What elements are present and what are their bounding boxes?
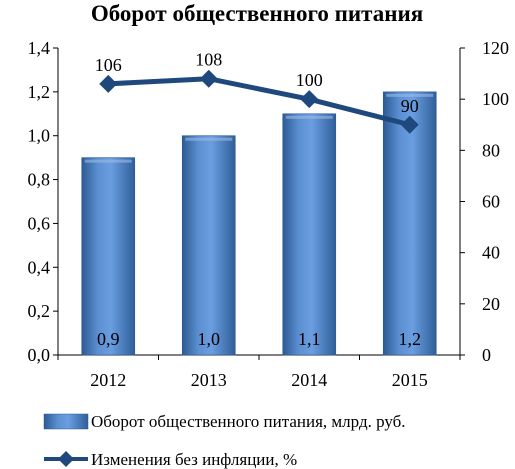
bar [282, 113, 337, 356]
y-right-tick-label: 60 [482, 192, 500, 212]
y-left-tick-label: 1,4 [28, 38, 51, 58]
legend: Оборот общественного питания, млрд. руб.… [43, 412, 406, 469]
bar-value-label: 1,2 [399, 329, 422, 349]
bar [382, 91, 437, 356]
category-label: 2013 [191, 370, 227, 390]
line-path [108, 76, 411, 128]
y-right-tick-label: 120 [482, 38, 509, 58]
bar-value-label: 1,1 [298, 329, 321, 349]
category-label: 2014 [291, 370, 327, 390]
y-left-tick-label: 0,4 [28, 257, 51, 277]
bar-value-label: 0,9 [97, 329, 120, 349]
line-series: 106 108 100 90 [95, 50, 419, 134]
line-point [199, 69, 218, 88]
bar-highlight [386, 93, 434, 97]
axes: 0,0 0,2 0,4 0,6 0,8 1,0 1,2 1,4 0 20 40 60 80 100 120 [28, 38, 510, 365]
category-labels: 2012 2013 2014 2015 [90, 370, 428, 390]
legend-line-marker [58, 451, 74, 467]
y-right-tick-label: 20 [482, 294, 500, 314]
line-value-label: 100 [296, 70, 323, 90]
y-left-tick-label: 0,2 [28, 301, 51, 321]
legend-line-label: Изменения без инфляции, % [91, 450, 297, 469]
bar-highlight [84, 159, 132, 163]
y-right-tick-label: 80 [482, 140, 500, 160]
y-right-tick-label: 100 [482, 89, 509, 109]
line-point [99, 74, 118, 93]
bar-value-label: 1,0 [198, 329, 221, 349]
y-left-tick-label: 0,8 [28, 170, 51, 190]
y-right-tick-label: 0 [482, 345, 491, 365]
legend-bar-swatch [43, 413, 89, 430]
line-value-label: 106 [95, 55, 122, 75]
bar [81, 157, 136, 356]
line-value-label: 90 [401, 96, 419, 116]
y-left-tick-label: 1,2 [28, 82, 51, 102]
bars [81, 91, 437, 356]
y-left-tick-label: 1,0 [28, 126, 51, 146]
y-left-tick-label: 0,6 [28, 213, 51, 233]
bar-highlight [285, 115, 333, 119]
legend-bar-label: Оборот общественного питания, млрд. руб. [91, 412, 406, 431]
line-value-label: 108 [195, 50, 222, 70]
chart-title: Оборот общественного питания [91, 1, 423, 26]
line-point [300, 90, 319, 109]
y-right-tick-label: 40 [482, 243, 500, 263]
y-left-tick-label: 0,0 [28, 345, 51, 365]
category-label: 2015 [392, 370, 428, 390]
line-point [400, 115, 419, 134]
bar [181, 135, 236, 356]
category-label: 2012 [90, 370, 126, 390]
bar-highlight [185, 137, 233, 141]
bar-labels: 0,9 1,0 1,1 1,2 [97, 329, 421, 349]
